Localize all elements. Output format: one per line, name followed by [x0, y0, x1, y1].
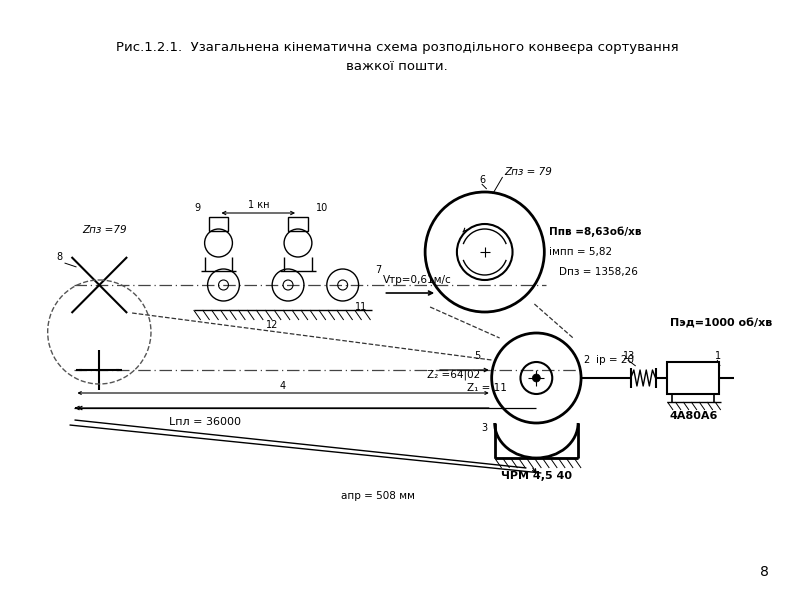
Text: Пэд=1000 об/хв: Пэд=1000 об/хв — [670, 318, 773, 328]
Text: 10: 10 — [316, 203, 328, 213]
Text: 1 кн: 1 кн — [247, 200, 269, 210]
Text: 1: 1 — [715, 351, 722, 361]
Text: 4A80A6: 4A80A6 — [669, 411, 718, 421]
Text: Рис.1.2.1.  Узагальнена кінематична схема розподільного конвеєра сортування: Рис.1.2.1. Узагальнена кінематична схема… — [116, 41, 678, 55]
Text: Lпл = 36000: Lпл = 36000 — [169, 417, 241, 427]
Text: iмпп = 5,82: iмпп = 5,82 — [550, 247, 613, 257]
Text: 4: 4 — [280, 381, 286, 391]
Bar — [288, 217, 308, 231]
Text: 2: 2 — [583, 355, 590, 365]
Bar — [667, 362, 719, 394]
Text: апр = 508 мм: апр = 508 мм — [341, 491, 414, 501]
Text: важкої пошти.: важкої пошти. — [346, 59, 448, 73]
Text: Ппв =8,63об/хв: Ппв =8,63об/хв — [550, 227, 642, 237]
Text: 5: 5 — [474, 351, 480, 361]
Text: Z₂ =64|02: Z₂ =64|02 — [427, 370, 480, 380]
Text: 12: 12 — [266, 320, 278, 330]
Text: Zпз =79: Zпз =79 — [82, 225, 127, 235]
Text: 3: 3 — [482, 423, 488, 433]
Text: 8: 8 — [57, 252, 62, 262]
Text: Zпз = 79: Zпз = 79 — [505, 167, 553, 177]
Text: Vтр=0,61м/с: Vтр=0,61м/с — [383, 275, 452, 285]
Bar — [209, 217, 229, 231]
Text: Dпз = 1358,26: Dпз = 1358,26 — [559, 267, 638, 277]
Text: 13: 13 — [622, 351, 635, 361]
Text: ЧРМ 4,5 40: ЧРМ 4,5 40 — [501, 471, 572, 481]
Text: 8: 8 — [760, 565, 770, 579]
Text: iр = 20: iр = 20 — [596, 355, 634, 365]
Text: 9: 9 — [194, 203, 201, 213]
Text: 11: 11 — [354, 302, 367, 312]
Text: Z₁ = 11: Z₁ = 11 — [467, 383, 506, 393]
Circle shape — [532, 374, 540, 382]
Text: 7: 7 — [375, 265, 382, 275]
Text: 6: 6 — [480, 175, 486, 185]
